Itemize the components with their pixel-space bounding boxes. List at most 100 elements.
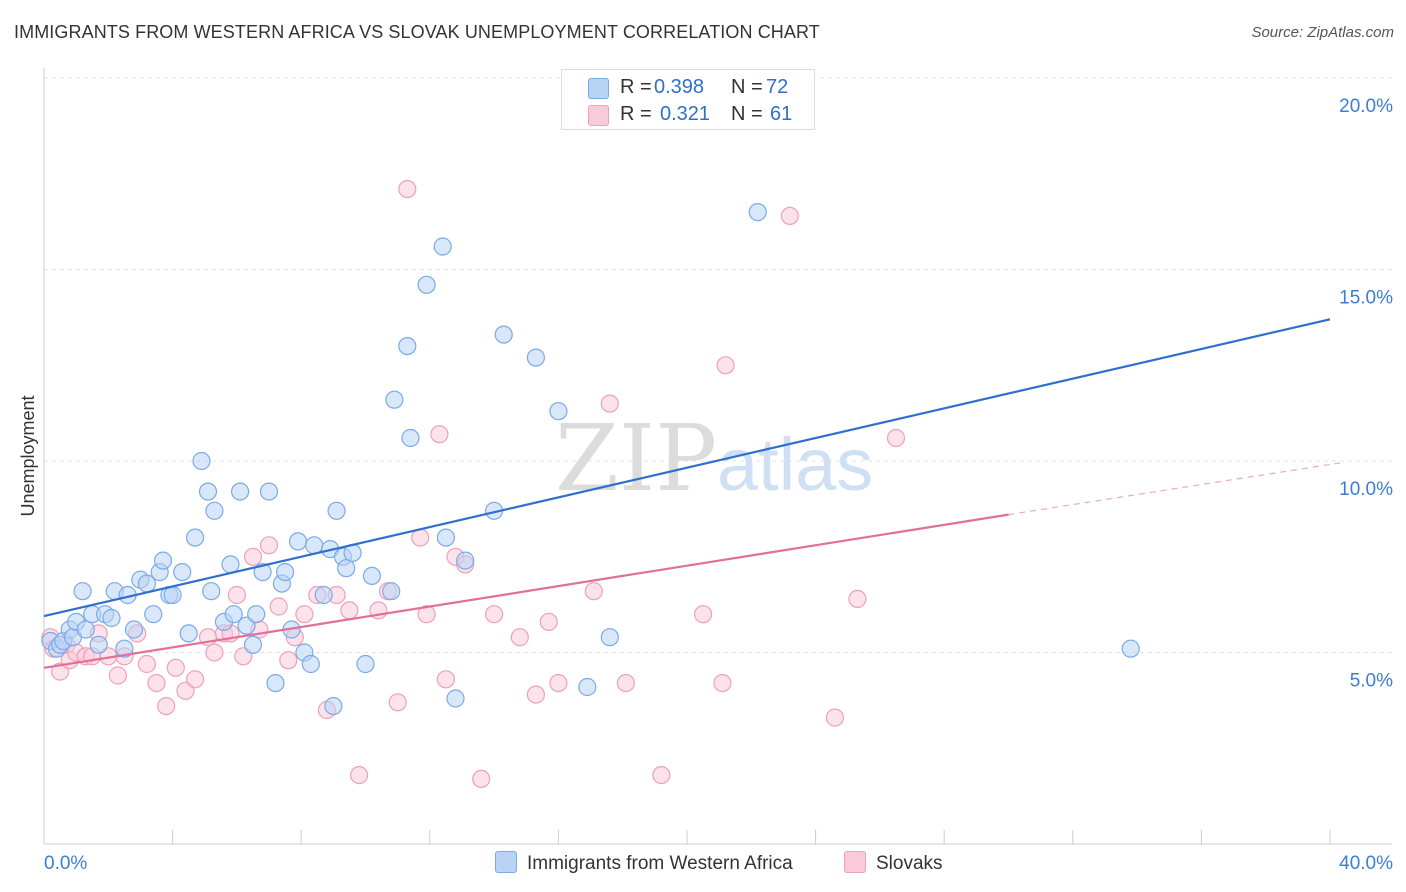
point-western-africa [305,536,324,555]
point-slovaks [227,585,246,605]
watermark-atlas: atlas [717,423,873,506]
axes [43,68,1392,845]
point-western-africa [327,501,346,520]
point-western-africa [578,677,597,697]
point-western-africa [224,605,243,624]
point-slovaks [279,651,298,670]
point-slovaks [108,666,128,685]
legend-r-value: 0.398 [654,76,705,98]
point-western-africa [446,689,465,708]
point-slovaks [259,536,279,555]
point-slovaks [713,673,732,693]
point-western-africa [253,562,272,582]
point-western-africa [221,555,240,574]
correlation-legend: R = 0.398 N = 72 R = 0.321 N = 61 [561,69,815,130]
point-western-africa [417,275,436,294]
point-western-africa [198,482,218,501]
point-slovaks [549,673,568,693]
point-western-africa [301,654,320,674]
y-axis-label: Unemployment [18,395,38,516]
point-slovaks [780,206,800,225]
trend-line-western-africa [43,318,1331,618]
point-slovaks [269,597,288,616]
watermark: ZIP atlas [555,405,873,512]
point-slovaks [485,605,504,624]
point-western-africa [231,482,250,501]
point-slovaks [243,547,263,566]
watermark-zip: ZIP [555,405,717,512]
x-tick-label-max: 40.0% [1339,853,1393,874]
point-western-africa [76,620,95,639]
legend-n-value: 61 [770,103,793,125]
point-western-africa [259,482,279,501]
x-tick-label-min: 0.0% [44,853,87,874]
point-slovaks [716,356,735,375]
point-slovaks [848,589,867,609]
point-slovaks [350,765,369,785]
legend-swatch-western-africa [588,78,609,99]
legend-swatch-slovaks [588,105,609,126]
point-western-africa [202,582,221,601]
point-slovaks [539,612,558,632]
y-tick-label: 20.0% [1339,96,1393,117]
point-western-africa [456,551,475,570]
point-slovaks [430,425,449,444]
trend-line-slovaks [43,513,1009,669]
point-western-africa [401,428,420,448]
point-slovaks [417,605,436,624]
point-slovaks [436,670,455,689]
point-slovaks [693,605,713,624]
point-western-africa [243,635,263,654]
point-slovaks [166,658,185,677]
point-western-africa [549,402,568,421]
point-western-africa [337,559,356,578]
y-tick-labels: 5.0% 10.0% 15.0% 20.0% [1339,96,1393,692]
point-western-africa [247,605,266,624]
chart-title: IMMIGRANTS FROM WESTERN AFRICA VS SLOVAK… [14,22,820,42]
point-slovaks [510,628,529,647]
point-slovaks [652,765,671,785]
point-western-africa [398,337,417,356]
point-western-africa [385,390,404,409]
data-points [41,180,1140,789]
point-western-africa [124,620,144,639]
point-western-africa [600,628,619,647]
point-western-africa [192,451,211,471]
bottom-legend-swatch-slovaks [844,851,866,873]
point-western-africa [115,639,134,658]
trend-extension-slovaks [1008,462,1341,516]
point-western-africa [1121,639,1140,658]
point-western-africa [526,348,546,367]
bottom-legend-slovaks: Slovaks [844,851,943,877]
point-western-africa [153,551,173,570]
point-slovaks [186,670,205,689]
trend-lines [43,318,1341,669]
legend-n-label: N = [731,103,763,125]
legend-r-label: R = [620,103,652,125]
point-slovaks [147,673,166,693]
point-slovaks [388,693,407,712]
legend-n-value: 72 [766,76,789,98]
point-western-africa [494,325,513,344]
point-western-africa [288,532,308,551]
y-tick-label: 10.0% [1339,479,1393,500]
point-slovaks [340,601,359,620]
point-slovaks [600,394,619,413]
point-slovaks [295,605,314,624]
point-western-africa [362,566,381,586]
point-western-africa [73,582,92,601]
point-western-africa [179,624,198,643]
point-western-africa [102,608,121,628]
point-western-africa [266,673,285,693]
legend-r-label: R = [620,76,652,98]
point-western-africa [186,528,205,547]
point-western-africa [324,696,343,716]
point-western-africa [436,528,455,547]
legend-r-value: 0.321 [660,103,711,125]
point-western-africa [382,582,401,601]
point-slovaks [886,428,906,448]
point-western-africa [89,635,108,654]
point-slovaks [825,708,845,727]
point-slovaks [137,654,156,674]
